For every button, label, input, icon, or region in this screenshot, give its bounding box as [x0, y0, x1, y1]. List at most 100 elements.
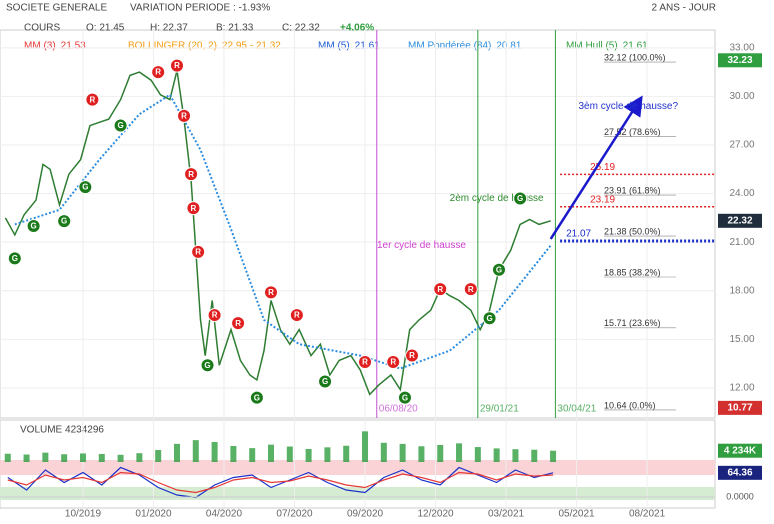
moving-average-line — [14, 93, 552, 370]
signal — [491, 262, 506, 277]
indicator-name: MM Hull (5) — [566, 41, 618, 52]
signal — [289, 308, 304, 323]
signal — [169, 58, 184, 73]
signal — [358, 355, 373, 370]
signal — [231, 316, 246, 331]
volume-bar — [211, 442, 218, 462]
fib-label: 23.91 (61.8%) — [604, 185, 661, 195]
oscillator-tag-label: 64.36 — [727, 467, 752, 478]
x-tick-label: 09/2020 — [347, 509, 384, 520]
signal — [397, 390, 412, 405]
volume-bar — [418, 446, 425, 462]
signal-label: G — [517, 194, 523, 203]
y-tick-label: 27.00 — [729, 140, 754, 151]
event-label: 30/04/21 — [557, 404, 596, 415]
price-tag-label: 10.77 — [727, 403, 752, 414]
signal — [78, 180, 93, 195]
signal-label: G — [204, 361, 210, 370]
high: H: 22.37 — [150, 23, 188, 34]
signal-label: R — [409, 351, 415, 360]
signal-label: G — [117, 121, 123, 130]
plot-frame — [0, 29, 716, 419]
price-tag-label: 22.32 — [727, 215, 752, 226]
signal-label: R — [191, 204, 197, 213]
volume-bar — [192, 440, 199, 462]
fib-label: 10.64 (0.0%) — [604, 400, 656, 410]
signal — [113, 118, 128, 133]
price-tag — [718, 213, 762, 228]
signal-label: R — [174, 61, 180, 70]
volume-bar — [155, 450, 162, 462]
signal-label: R — [89, 95, 95, 104]
signal — [207, 308, 222, 323]
signal-label: G — [61, 217, 67, 226]
arrow — [549, 95, 643, 240]
volume-bar — [343, 445, 350, 462]
signal-label: R — [195, 248, 201, 257]
signal — [264, 285, 279, 300]
signal-label: G — [30, 222, 36, 231]
signal — [7, 251, 22, 266]
volume-bar — [23, 454, 30, 462]
indicator-name: BOLLINGER (20, 2) — [128, 41, 217, 52]
signal-label: G — [82, 183, 88, 192]
indicator-name: MM Pondérée (84) — [408, 41, 491, 52]
volume-bar — [437, 444, 444, 462]
signal-label: R — [181, 111, 187, 120]
x-tick-label: 04/2020 — [206, 509, 243, 520]
volume-bar — [61, 454, 68, 462]
open: O: 21.45 — [86, 23, 125, 34]
volume-bar — [324, 447, 331, 462]
signal — [482, 311, 497, 326]
signal — [249, 390, 264, 405]
y-tick-label: 24.00 — [729, 188, 754, 199]
indicator-name: MM (5) — [318, 41, 350, 52]
signal-label: G — [12, 254, 18, 263]
indicator-value: 22.95 - 21.32 — [222, 41, 281, 52]
volume-bar — [362, 431, 369, 462]
indicator-name: MM (3) — [24, 41, 56, 52]
volume-bar — [173, 443, 180, 462]
x-tick-label: 07/2020 — [276, 509, 313, 520]
volume-bar — [550, 450, 557, 462]
low: B: 21.33 — [216, 23, 254, 34]
indicator-value: 21.53 — [61, 41, 86, 52]
x-tick-label: 01/2020 — [135, 509, 172, 520]
volume-bar — [136, 453, 143, 462]
signal-label: R — [437, 285, 443, 294]
signal-label: G — [486, 314, 492, 323]
signal-label: R — [390, 358, 396, 367]
level-label: 23.19 — [590, 194, 615, 205]
signal-label: G — [496, 265, 502, 274]
volume-bar — [4, 453, 11, 462]
signal — [433, 282, 448, 297]
overbought-band — [0, 460, 715, 475]
price-tag — [718, 53, 762, 68]
signal-label: R — [294, 311, 300, 320]
signal — [513, 191, 528, 206]
signal-label: R — [268, 288, 274, 297]
price-line — [4, 70, 551, 396]
fib-label: 32.12 (100.0%) — [604, 52, 666, 62]
fib-label: 18.85 (38.2%) — [604, 267, 661, 277]
annotation: 3èm cycle de hausse? — [579, 101, 679, 112]
annotation: 1er cycle de hausse — [377, 240, 466, 251]
signal — [318, 374, 333, 389]
fib-label: 21.38 (50.0%) — [604, 226, 661, 236]
y-tick-label: 33.00 — [729, 42, 754, 53]
subtitle: VARIATION PERIODE : -1.93% — [130, 3, 270, 14]
oscillator-tag — [718, 465, 762, 480]
signal — [386, 355, 401, 370]
signal — [191, 244, 206, 259]
volume-bar — [98, 454, 105, 462]
volume-bar — [380, 442, 387, 462]
signal — [200, 358, 215, 373]
signal — [85, 92, 100, 107]
volume-bar — [286, 446, 293, 462]
volume-bar — [474, 447, 481, 462]
signal-label: G — [322, 377, 328, 386]
x-tick-label: 12/2020 — [417, 509, 454, 520]
event-label: 29/01/21 — [480, 404, 519, 415]
x-tick-label: 08/2021 — [629, 509, 666, 520]
